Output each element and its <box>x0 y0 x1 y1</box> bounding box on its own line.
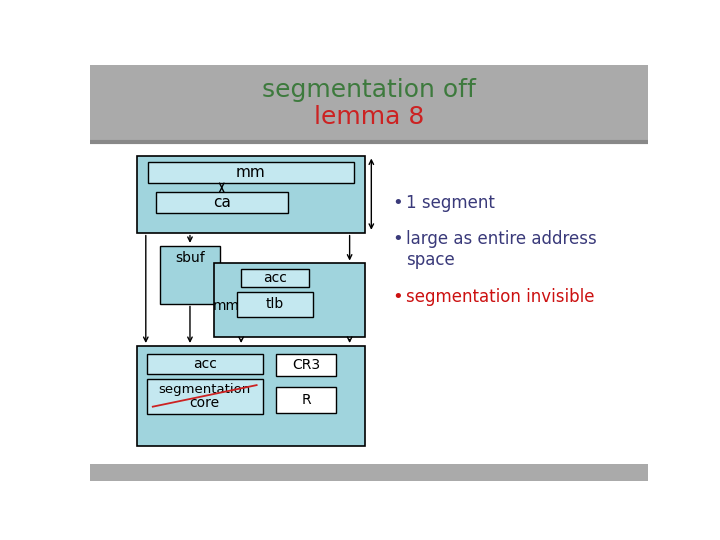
Text: CR3: CR3 <box>292 358 320 372</box>
Text: 1 segment: 1 segment <box>406 194 495 212</box>
Text: •: • <box>392 194 403 212</box>
Bar <box>276 387 336 413</box>
Text: •: • <box>392 231 403 248</box>
Text: acc: acc <box>193 357 217 372</box>
Bar <box>148 162 354 184</box>
Text: •: • <box>392 288 403 306</box>
Text: ca: ca <box>213 195 230 210</box>
Bar <box>276 354 336 376</box>
Bar <box>156 192 287 213</box>
Text: acc: acc <box>264 271 287 285</box>
Text: lemma 8: lemma 8 <box>314 105 424 129</box>
Text: large as entire address
space: large as entire address space <box>406 231 597 269</box>
Bar <box>160 246 220 303</box>
Bar <box>241 269 310 287</box>
Text: segmentation: segmentation <box>158 383 251 396</box>
Bar <box>238 292 313 316</box>
Bar <box>90 464 648 481</box>
Text: mmu: mmu <box>213 299 249 313</box>
Text: segmentation off: segmentation off <box>262 78 476 102</box>
Text: segmentation invisible: segmentation invisible <box>406 288 595 306</box>
Bar <box>147 354 263 374</box>
Bar <box>214 264 365 336</box>
Text: tlb: tlb <box>266 297 284 311</box>
Text: sbuf: sbuf <box>175 251 205 265</box>
Bar <box>137 156 365 233</box>
Text: core: core <box>189 396 220 410</box>
Bar <box>147 379 263 414</box>
Bar <box>137 346 365 446</box>
Text: mm: mm <box>236 165 266 180</box>
Bar <box>90 65 648 142</box>
Text: R: R <box>302 393 311 407</box>
